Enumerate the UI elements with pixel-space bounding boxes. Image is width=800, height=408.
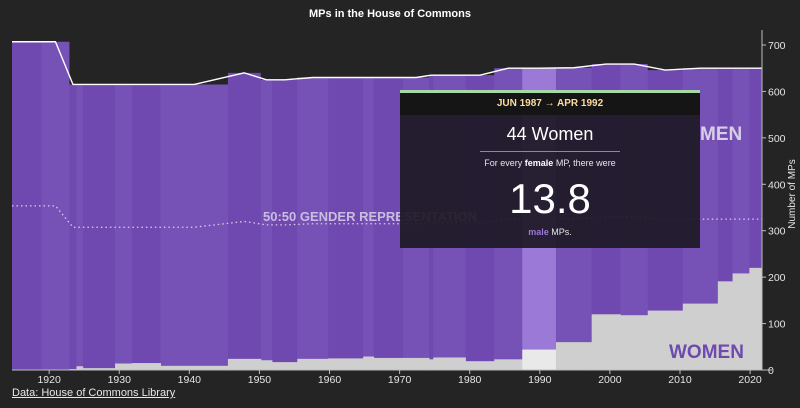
x-tick-label: 1980 — [458, 374, 482, 386]
women-bar — [260, 360, 273, 370]
y-tick-label: 0 — [768, 365, 774, 377]
x-tick-label: 1930 — [108, 374, 132, 386]
tooltip-divider — [480, 151, 620, 152]
women-bar — [373, 357, 404, 370]
x-tick-label: 2000 — [598, 374, 622, 386]
y-tick-label: 700 — [768, 40, 786, 52]
y-tick-label: 600 — [768, 86, 786, 98]
women-bar — [749, 267, 763, 370]
chart-title: MPs in the House of Commons — [309, 8, 471, 20]
tooltip-tail: male MPs. — [528, 227, 572, 237]
period-band — [160, 35, 229, 370]
total-line — [12, 41, 762, 86]
tooltip-ratio: 13.8 — [509, 175, 591, 222]
period-band — [373, 35, 404, 370]
y-tick-label: 400 — [768, 179, 786, 191]
period-band — [297, 35, 329, 370]
y-tick-label: 200 — [768, 272, 786, 284]
x-tick-label: 1950 — [248, 374, 272, 386]
women-bar — [494, 359, 523, 370]
tooltip-period: JUN 1987 → APR 1992 — [400, 90, 700, 115]
x-axis: 1920 1930 1940 1950 1960 1970 1980 1990 2000 2010… — [12, 369, 772, 386]
period-band — [115, 35, 133, 370]
women-bar — [591, 314, 621, 370]
women-bar — [131, 363, 161, 370]
women-bar — [682, 303, 719, 370]
women-bar — [647, 310, 684, 370]
women-bar — [227, 358, 262, 370]
women-bar — [76, 366, 84, 370]
period-band — [12, 35, 42, 370]
period-band — [260, 35, 273, 370]
period-band — [363, 35, 375, 370]
women-bar — [732, 273, 750, 370]
y-tick-label: 300 — [768, 226, 786, 238]
period-band — [131, 35, 161, 370]
y-tick-label: 100 — [768, 319, 786, 331]
period-tooltip: JUN 1987 → APR 1992 44 Women For every f… — [400, 90, 700, 248]
tooltip-women-count: 44 Women — [506, 124, 594, 144]
women-bar — [555, 342, 593, 370]
women-bar — [429, 359, 434, 370]
women-bar — [403, 357, 430, 370]
women-label: WOMEN — [669, 342, 744, 363]
period-band — [272, 35, 298, 370]
women-bar — [717, 281, 733, 370]
men-label: MEN — [700, 124, 742, 145]
women-area — [41, 267, 763, 370]
tooltip-female-word: female — [524, 158, 554, 168]
women-bar — [522, 349, 557, 370]
series-lines — [12, 33, 762, 228]
period-band — [227, 35, 262, 370]
x-tick-label: 2010 — [668, 374, 692, 386]
women-bar — [465, 361, 495, 370]
period-band — [41, 35, 70, 370]
women-bar — [82, 368, 116, 370]
women-bar — [160, 365, 229, 370]
tooltip-male-word: male — [528, 227, 549, 237]
women-bar — [328, 358, 364, 370]
y-axis-label: Number of MPs — [787, 159, 798, 228]
period-band — [82, 35, 116, 370]
women-bar — [620, 315, 649, 370]
parity-line — [12, 205, 762, 228]
x-tick-label: 1920 — [37, 374, 61, 386]
period-band — [328, 35, 364, 370]
women-bar — [115, 363, 133, 370]
y-tick-label: 500 — [768, 133, 786, 145]
x-tick-label: 1970 — [388, 374, 412, 386]
period-band — [69, 35, 77, 370]
x-tick-label: 1940 — [178, 374, 202, 386]
women-bar — [363, 356, 375, 370]
tooltip-sentence: For every female MP, there were — [484, 158, 616, 168]
x-tick-label: 1960 — [318, 374, 342, 386]
x-tick-label: 1990 — [528, 374, 552, 386]
source-link[interactable]: Data: House of Commons Library — [12, 387, 176, 399]
y-axis: 0 100 200 300 400 500 600 700 — [761, 30, 786, 377]
women-bar — [297, 358, 329, 370]
background-above-total — [12, 33, 762, 85]
period-band — [76, 35, 84, 370]
women-bar — [272, 362, 298, 370]
women-bar — [433, 357, 466, 370]
x-tick-label: 2020 — [738, 374, 762, 386]
